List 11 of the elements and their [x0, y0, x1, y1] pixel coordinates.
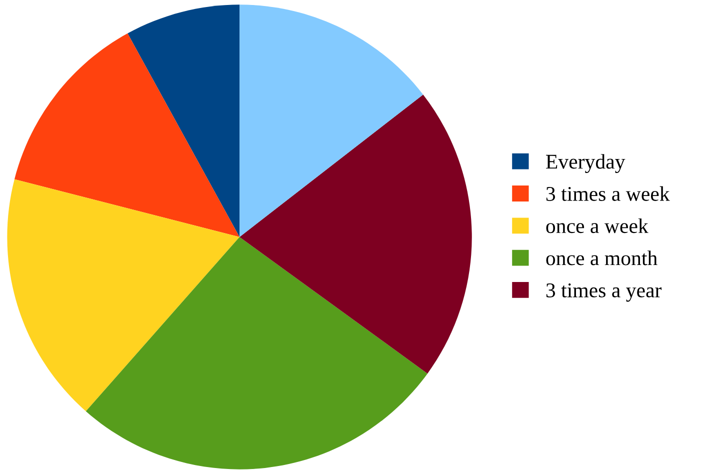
legend-label: once a month [546, 250, 658, 266]
legend-label: 3 times a week [546, 186, 670, 201]
legend-label: 3 times a year [546, 283, 662, 302]
pie-slice [240, 4, 424, 237]
pie-slice [14, 33, 240, 237]
pie-slice [240, 94, 472, 374]
pie-slice [86, 237, 428, 470]
pie-slice [128, 4, 240, 237]
pie-slice [7, 179, 240, 412]
legend-label: once a week [546, 218, 648, 234]
legend-label: Everyday [546, 154, 626, 174]
